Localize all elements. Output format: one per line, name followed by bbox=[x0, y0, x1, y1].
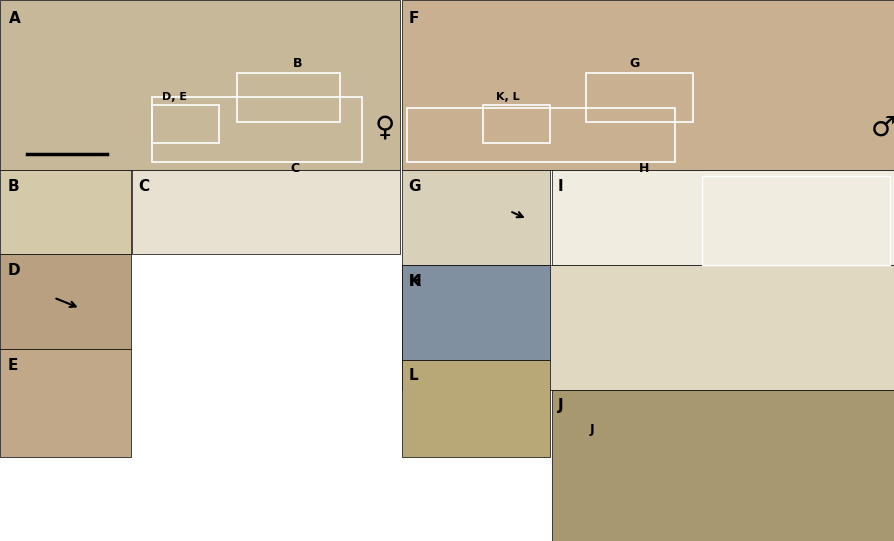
Text: J: J bbox=[558, 398, 563, 413]
Bar bbox=[132, 170, 400, 254]
Bar bbox=[402, 0, 894, 170]
Bar bbox=[552, 170, 894, 265]
Text: B: B bbox=[7, 179, 19, 194]
Bar bbox=[402, 265, 550, 360]
Bar bbox=[552, 390, 894, 541]
Bar bbox=[152, 97, 362, 162]
Text: L: L bbox=[409, 368, 418, 384]
Text: I: I bbox=[558, 179, 563, 194]
Bar bbox=[402, 360, 550, 457]
Text: F: F bbox=[409, 11, 419, 26]
Bar bbox=[402, 170, 550, 265]
Text: A: A bbox=[9, 11, 21, 26]
Bar bbox=[0, 0, 400, 170]
Bar bbox=[0, 170, 131, 254]
Text: ♀: ♀ bbox=[375, 113, 394, 141]
Bar bbox=[0, 349, 131, 457]
Bar bbox=[483, 105, 550, 143]
Text: G: G bbox=[629, 57, 640, 70]
Text: D, E: D, E bbox=[162, 92, 187, 102]
Bar bbox=[586, 73, 693, 122]
Text: K, L: K, L bbox=[496, 92, 519, 102]
Text: K: K bbox=[409, 274, 420, 289]
Text: D: D bbox=[7, 263, 20, 278]
Text: E: E bbox=[7, 358, 18, 373]
Bar bbox=[402, 265, 894, 390]
Text: B: B bbox=[293, 57, 302, 70]
Text: ♂: ♂ bbox=[871, 113, 894, 141]
Bar bbox=[702, 176, 890, 265]
Text: C: C bbox=[139, 179, 149, 194]
Bar bbox=[237, 73, 340, 122]
Text: H: H bbox=[409, 274, 421, 289]
Bar bbox=[407, 108, 675, 162]
Bar bbox=[152, 105, 219, 143]
Bar bbox=[0, 254, 131, 349]
Text: C: C bbox=[291, 162, 299, 175]
Text: H: H bbox=[638, 162, 649, 175]
Text: G: G bbox=[409, 179, 421, 194]
Text: J: J bbox=[590, 423, 595, 436]
